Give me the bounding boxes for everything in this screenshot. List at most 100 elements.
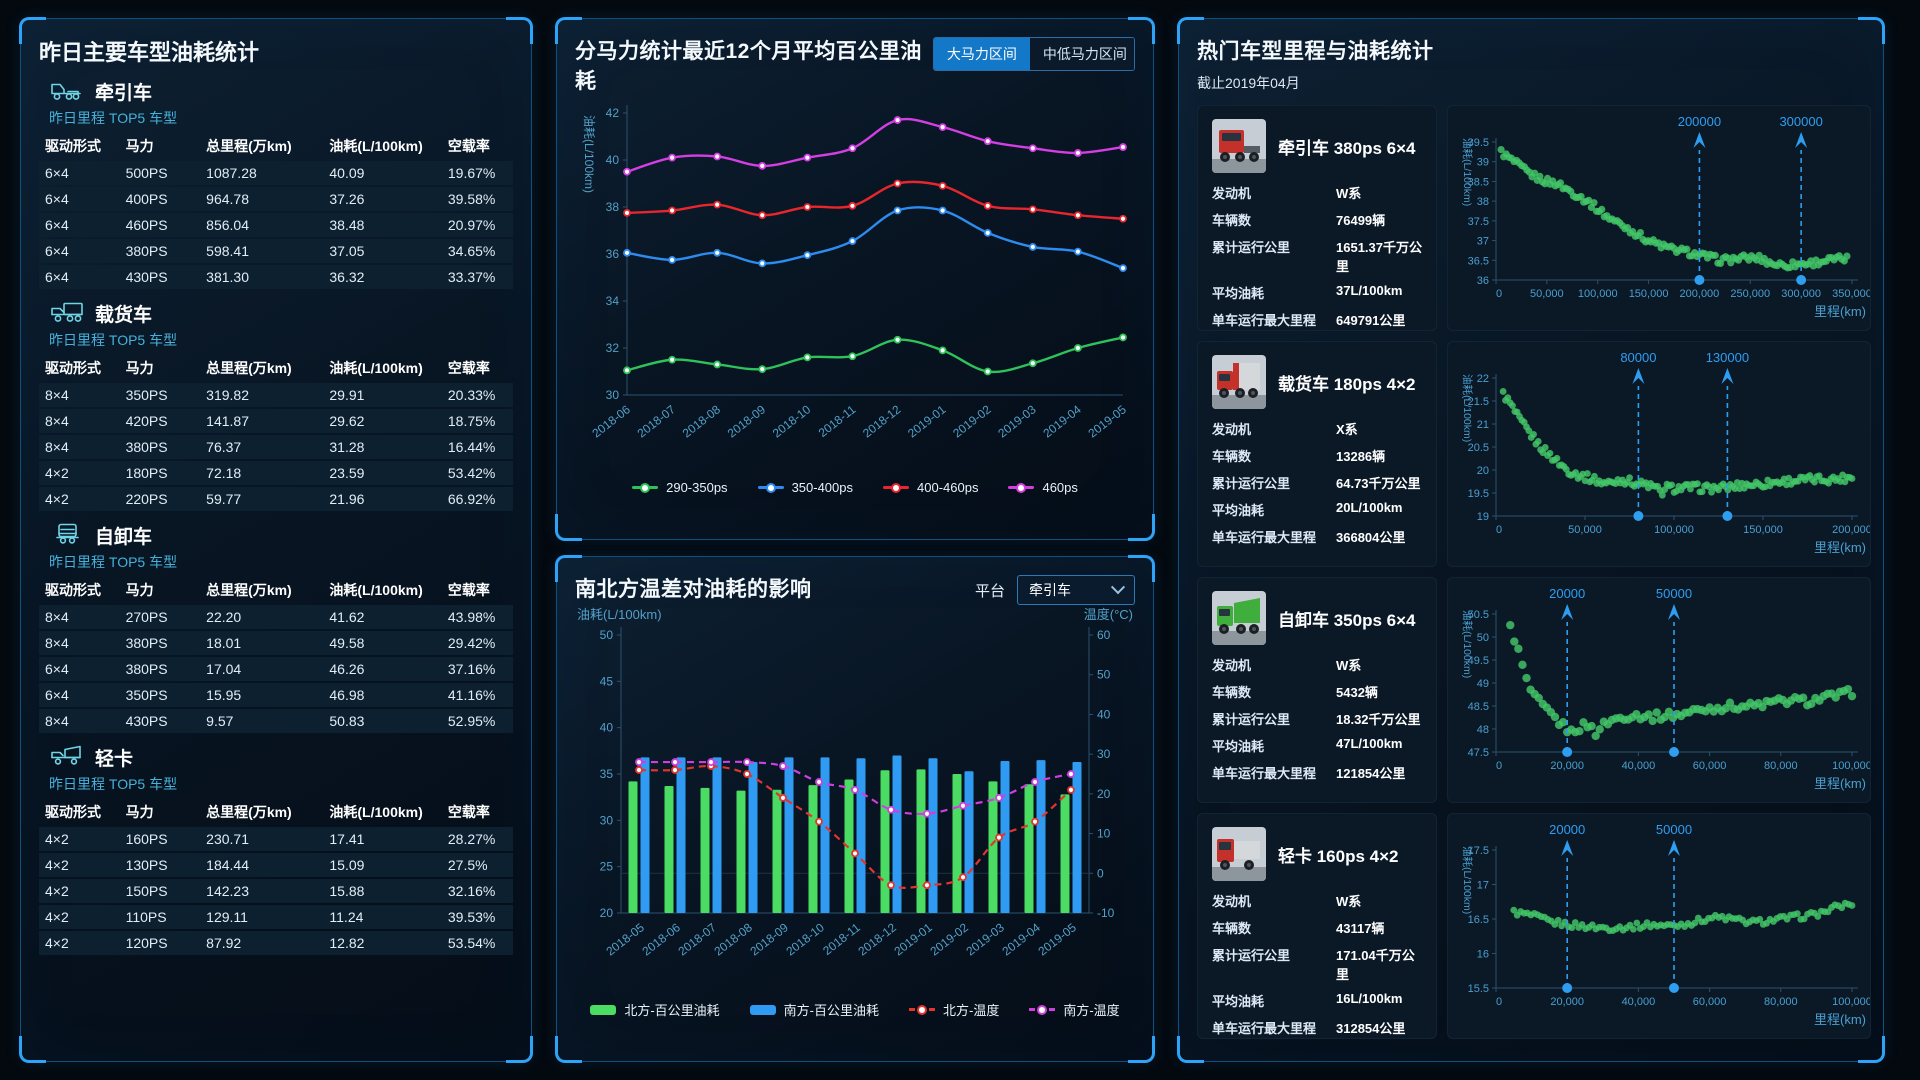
model-title: 轻卡 160ps 4×2 — [1278, 846, 1399, 866]
table-cell: 16.44% — [441, 435, 513, 459]
corner-accent — [506, 1036, 533, 1063]
table-cell: 53.42% — [441, 461, 513, 485]
vehicle-sections: 牵引车 昨日里程 TOP5 车型 驱动形式 马力 总里程(万km) 油耗(L/100km)… — [39, 75, 513, 957]
hp-range-toggle: 大马力区间 中低马力区间 — [932, 37, 1135, 71]
info-value: 47L/100km — [1336, 736, 1403, 751]
svg-text:50: 50 — [600, 628, 614, 642]
svg-text:50.5: 50.5 — [1468, 609, 1489, 621]
info-value: 13286辆 — [1336, 449, 1386, 464]
svg-text:2019-05: 2019-05 — [1086, 402, 1130, 440]
table-row: 6×4 350PS 15.95 46.98 41.16% — [39, 683, 513, 707]
legend-swatch-dot — [917, 1004, 927, 1015]
svg-text:40,000: 40,000 — [1622, 996, 1656, 1008]
svg-text:2019-04: 2019-04 — [1040, 402, 1084, 440]
table-cell: 6×4 — [39, 161, 120, 185]
svg-text:2019-03: 2019-03 — [964, 920, 1008, 958]
tractor-truck-icon — [49, 76, 85, 106]
svg-text:60: 60 — [1097, 628, 1111, 642]
table-cell: 160PS — [119, 827, 201, 851]
legend-swatch — [757, 482, 784, 493]
vehicle-section-header: 牵引车 — [49, 75, 513, 107]
legend-item[interactable]: 北方-百公里油耗 — [590, 1000, 720, 1019]
legend-label: 460ps — [1042, 480, 1078, 495]
table-cell: 381.30 — [200, 265, 324, 289]
info-label: 平均油耗 — [1212, 286, 1265, 301]
mileage-fuel-scatter-chart: 油耗(L/100km) 47.5 48 48.5 49 49.5 50 50.5 0 20,000… — [1461, 586, 1872, 791]
vehicle-type-name: 载货车 — [95, 304, 153, 326]
table-cell: 46.98 — [323, 683, 442, 707]
table-header-row: 驱动形式 马力 总里程(万km) 油耗(L/100km) 空载率 — [39, 355, 513, 381]
svg-text:300,000: 300,000 — [1781, 288, 1821, 300]
table-cell: 20.97% — [441, 213, 513, 237]
svg-text:100,000: 100,000 — [1832, 760, 1870, 772]
corner-accent — [19, 1036, 46, 1063]
table-cell: 37.26 — [323, 187, 442, 211]
hp-range-button-0[interactable]: 大马力区间 — [933, 38, 1030, 70]
svg-text:20000: 20000 — [1549, 822, 1585, 837]
svg-text:34: 34 — [606, 294, 620, 308]
table-header-cell: 总里程(万km) — [206, 138, 292, 154]
model-info-row-max: 单车运行最大里程 312854公里 — [1212, 1018, 1422, 1037]
info-value: 37L/100km — [1336, 283, 1403, 298]
model-info-row-total: 累计运行公里 171.04千万公里 — [1212, 945, 1422, 983]
table-cell: 23.59 — [323, 461, 442, 485]
svg-text:0: 0 — [1496, 524, 1502, 536]
model-info-card: 载货车 180ps 4×2 发动机 X系 车辆数 13286辆 累计运行公里 64.73千万… — [1197, 341, 1437, 567]
legend-item[interactable]: 北方-温度 — [909, 1000, 999, 1019]
legend-item[interactable]: 400-460ps — [883, 480, 978, 495]
svg-text:里程(km): 里程(km) — [1814, 776, 1866, 791]
svg-text:17: 17 — [1477, 880, 1489, 892]
info-label: 累计运行公里 — [1212, 948, 1291, 963]
svg-text:38: 38 — [1477, 196, 1489, 208]
model-info-card: 轻卡 160ps 4×2 发动机 W系 车辆数 43117辆 累计运行公里 171.04千万… — [1197, 813, 1437, 1039]
table-cell: 22.20 — [200, 605, 324, 629]
info-value: 171.04千万公里 — [1336, 948, 1415, 982]
table-header-cell: 马力 — [125, 360, 154, 376]
model-info-row-max: 单车运行最大里程 366804公里 — [1212, 527, 1422, 546]
chevron-down-icon — [1110, 580, 1126, 595]
svg-text:50: 50 — [1477, 632, 1489, 644]
legend-item[interactable]: 南方-百公里油耗 — [749, 1000, 879, 1019]
corner-accent — [555, 514, 582, 541]
legend-item[interactable]: 460ps — [1008, 480, 1078, 495]
legend-item[interactable]: 350-400ps — [757, 480, 853, 495]
hp-range-button-1[interactable]: 中低马力区间 — [1029, 38, 1134, 70]
table-cell: 37.05 — [323, 239, 442, 263]
svg-text:2019-01: 2019-01 — [892, 920, 936, 958]
table-header-cell: 驱动形式 — [45, 804, 101, 820]
info-value: 5432辆 — [1336, 685, 1378, 700]
svg-text:里程(km): 里程(km) — [1814, 1012, 1866, 1027]
legend-item[interactable]: 290-350ps — [632, 480, 728, 495]
legend-label: 南方-温度 — [1063, 1003, 1120, 1018]
hp-trend-legend: 290-350ps 350-400ps 400-460ps 460ps — [575, 480, 1135, 495]
svg-text:油耗(L/100km): 油耗(L/100km) — [1461, 846, 1474, 914]
svg-text:20: 20 — [1477, 465, 1489, 477]
model-title: 牵引车 380ps 6×4 — [1278, 138, 1416, 158]
table-row: 4×2 220PS 59.77 21.96 66.92% — [39, 487, 513, 511]
table-row: 4×2 160PS 230.71 17.41 28.27% — [39, 827, 513, 851]
info-label: 车辆数 — [1212, 685, 1252, 700]
svg-text:2018-06: 2018-06 — [590, 402, 634, 440]
info-value: W系 — [1336, 894, 1362, 909]
table-cell: 350PS — [119, 683, 201, 707]
svg-text:21: 21 — [1477, 419, 1489, 431]
legend-item[interactable]: 南方-温度 — [1029, 1000, 1120, 1019]
table-cell: 8×4 — [39, 709, 120, 733]
model-info-header: 轻卡 160ps 4×2 — [1212, 827, 1422, 881]
model-info-row-avg: 平均油耗 16L/100km — [1212, 991, 1422, 1010]
svg-text:15.5: 15.5 — [1468, 983, 1489, 995]
table-cell: 4×2 — [39, 931, 120, 955]
temperature-combo-chart: 油耗(L/100km) 温度(°C) 20 25 30 35 40 45 50 -10 0 10 20 3… — [577, 607, 1133, 958]
svg-text:80,000: 80,000 — [1764, 760, 1798, 772]
mileage-fuel-scatter-chart: 油耗(L/100km) 15.5 16 16.5 17 17.5 0 20,000 40,000… — [1461, 822, 1872, 1027]
info-value: 20L/100km — [1336, 500, 1403, 515]
svg-text:80,000: 80,000 — [1764, 996, 1798, 1008]
table-row: 4×2 180PS 72.18 23.59 53.42% — [39, 461, 513, 485]
table-cell: 17.41 — [323, 827, 442, 851]
svg-text:17.5: 17.5 — [1468, 845, 1489, 857]
platform-select[interactable]: 牵引车 — [1017, 575, 1135, 605]
mileage-fuel-scatter-chart: 油耗(L/100km) 19 19.5 20 20.5 21 21.5 22 0 50,000 10… — [1461, 350, 1872, 555]
model-chart-card: 油耗(L/100km) 15.5 16 16.5 17 17.5 0 20,000 40,000… — [1447, 813, 1872, 1039]
model-title: 载货车 180ps 4×2 — [1278, 374, 1416, 394]
svg-text:2018-09: 2018-09 — [725, 402, 769, 440]
